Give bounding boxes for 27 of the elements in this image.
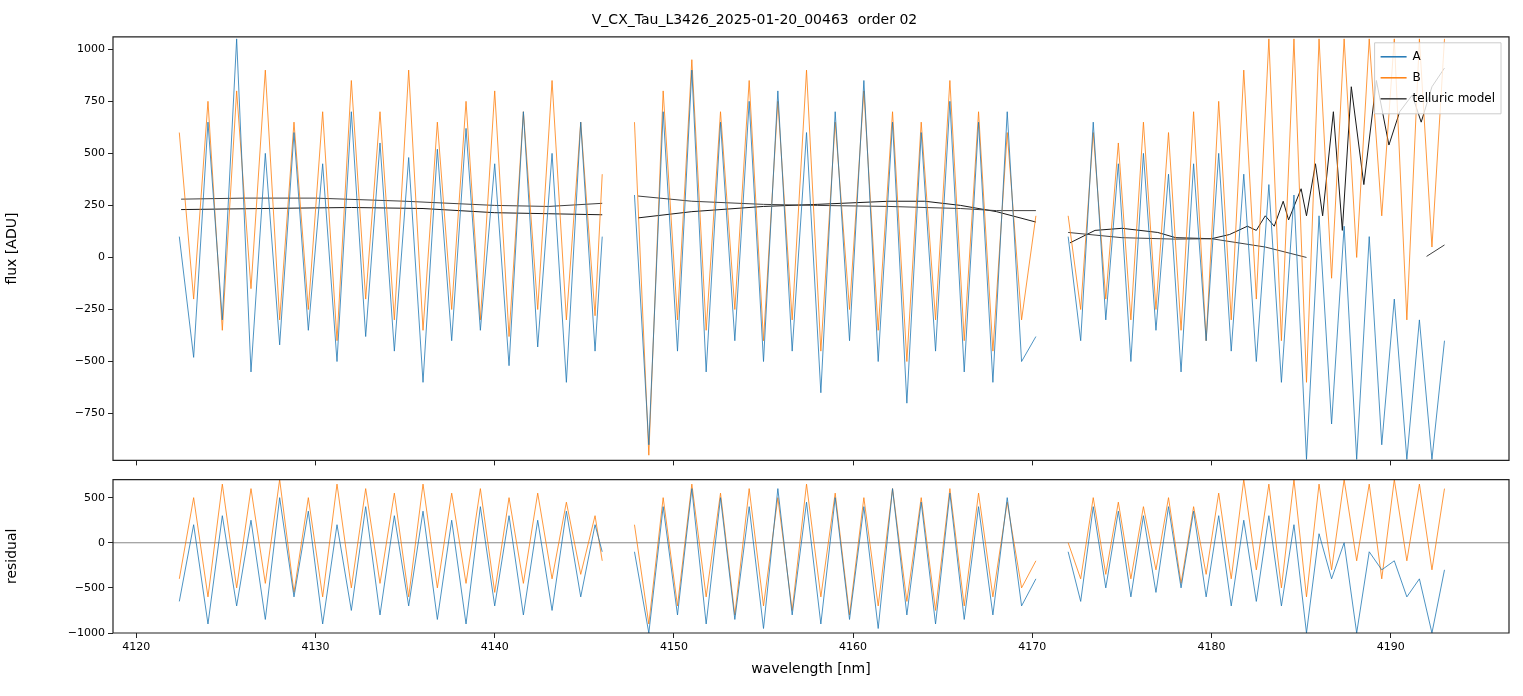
x-tick-label: 4150 [659,640,688,654]
x-tick-label: 4140 [480,640,509,654]
y-axis-title: residual [3,528,20,585]
x-tick-label: 4120 [122,640,151,654]
y-tick-label: 750 [84,94,105,108]
y-tick-label: 0 [98,535,105,549]
y-tick-label: −500 [74,580,105,594]
y-tick-label: −750 [74,406,105,420]
y-tick-label: 0 [98,250,105,264]
legend-label: A [1412,48,1422,63]
x-axis-title: wavelength [nm] [751,660,871,677]
x-tick-label: 4130 [301,640,330,654]
chart-title: V_CX_Tau_L3426_2025-01-20_00463 order 02 [591,11,918,28]
x-tick-label: 4190 [1376,640,1405,654]
x-tick-label: 4180 [1197,640,1226,654]
y-tick-label: −1000 [67,625,105,639]
legend-label: B [1412,69,1421,84]
y-tick-label: 500 [84,490,105,504]
y-tick-label: 500 [84,146,105,160]
y-tick-label: −250 [74,302,105,316]
y-tick-label: −500 [74,354,105,368]
y-tick-label: 250 [84,198,105,212]
y-axis-title: flux [ADU] [3,212,20,285]
y-tick-label: 1000 [77,42,105,56]
x-tick-label: 4170 [1018,640,1047,654]
legend-label: telluric model [1412,90,1495,105]
x-tick-label: 4160 [839,640,868,654]
